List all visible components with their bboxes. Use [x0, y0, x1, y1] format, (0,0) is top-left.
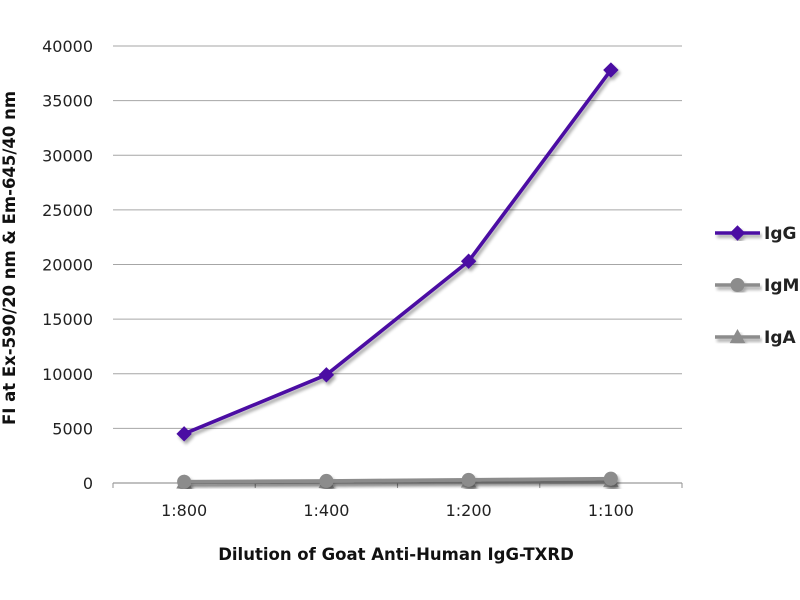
data-point-igm	[461, 472, 476, 487]
legend-item-iga	[715, 328, 760, 344]
y-tick-label: 25000	[42, 201, 93, 220]
legend-label-iga: IgA	[764, 328, 796, 348]
legend-item-igm	[715, 278, 760, 292]
data-point-igg	[176, 426, 192, 442]
legend: IgG IgM IgA	[715, 224, 799, 348]
y-tick-label: 15000	[42, 310, 93, 329]
x-axis-title: Dilution of Goat Anti-Human IgG-TXRD	[218, 545, 574, 564]
series-igg	[176, 62, 619, 442]
data-point-igm	[177, 474, 192, 489]
gridlines	[113, 45, 682, 429]
data-point-igg	[460, 253, 477, 269]
legend-item-igg	[715, 225, 760, 241]
y-tick-label: 0	[83, 474, 93, 493]
legend-label-igm: IgM	[764, 276, 799, 296]
series-line-igm	[182, 476, 613, 484]
series-layer	[176, 62, 619, 489]
axes: 0 5000 10000 15000 20000 25000 30000 35000 40000…	[42, 37, 683, 520]
y-tick-label: 35000	[42, 92, 93, 111]
legend-marker-igm	[730, 278, 745, 292]
data-point-igg	[603, 62, 619, 78]
y-tick-label: 5000	[52, 419, 93, 438]
y-tick-label: 20000	[42, 256, 93, 275]
y-tick-label: 40000	[42, 37, 93, 56]
series-line-igg	[182, 68, 613, 436]
y-tick-label: 30000	[42, 146, 93, 165]
legend-marker-iga	[729, 328, 746, 344]
x-tick-label: 1:800	[161, 501, 207, 520]
data-point-igm	[319, 473, 334, 488]
x-tick-label: 1:100	[588, 501, 634, 520]
y-tick-label: 10000	[42, 365, 93, 384]
x-tick-label: 1:400	[303, 501, 349, 520]
series-igm	[177, 471, 618, 489]
data-point-igm	[603, 471, 618, 486]
legend-marker-igg	[729, 225, 746, 241]
legend-label-igg: IgG	[764, 224, 796, 244]
x-tick-label: 1:200	[446, 501, 492, 520]
data-point-igg	[318, 367, 335, 383]
y-axis-title: FI at Ex-590/20 nm & Em-645/40 nm	[0, 91, 19, 425]
